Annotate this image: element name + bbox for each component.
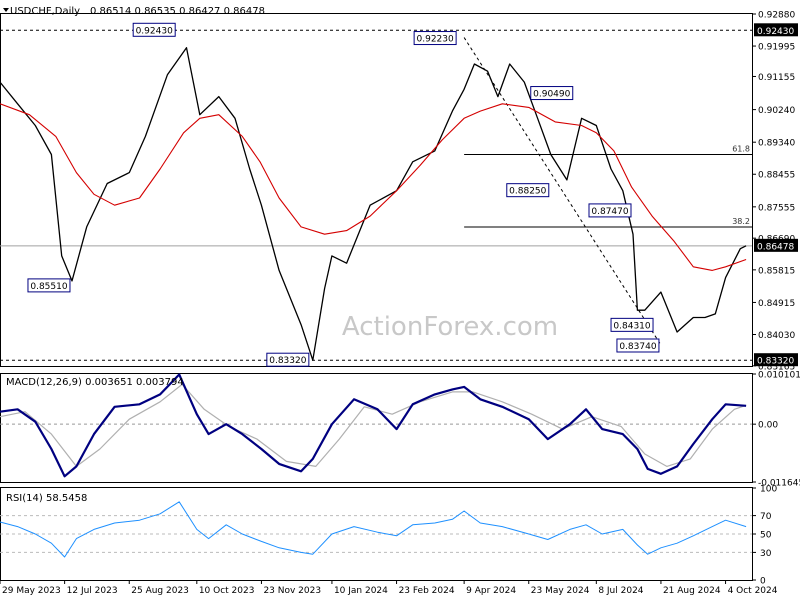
price-axis-tick-label: 0.83165	[758, 362, 795, 372]
trendline-dashed	[463, 37, 662, 346]
price-axis-tick-label: 0.89340	[758, 139, 795, 149]
price-annotation-box	[413, 31, 457, 46]
price-annotation-label: 0.83320	[269, 356, 306, 366]
x-axis-tick-label: 23 May 2024	[531, 586, 590, 596]
macd-axis-tick-label: 0.00	[758, 421, 778, 431]
price-annotation-box	[616, 338, 660, 353]
price-annotation-box	[132, 22, 176, 37]
price-axis-tick-label: 0.87555	[758, 203, 795, 213]
x-axis-tick-label: 12 Jul 2023	[67, 586, 118, 596]
price-annotation-box	[610, 317, 654, 332]
level-price-label: 0.83320	[757, 357, 794, 367]
price-annotation-label: 0.92230	[417, 35, 454, 45]
macd-axis-tick-label: 0.010101	[758, 371, 800, 381]
price-annotation-label: 0.90490	[533, 90, 570, 100]
price-annotation-label: 0.88250	[509, 187, 546, 197]
level-price-box	[754, 23, 798, 37]
price-series-line	[0, 47, 747, 361]
price-axis-tick-label: 0.90240	[758, 106, 795, 116]
price-annotation-label: 0.92430	[136, 26, 173, 36]
rsi-axis-tick-label: 100	[760, 485, 777, 495]
moving-average-line	[0, 103, 747, 271]
macd-axis-tick-label: -0.011645	[758, 479, 800, 489]
current-price-label: 0.86478	[757, 242, 794, 252]
macd-label: MACD(12,26,9) 0.003651 0.003794	[6, 377, 184, 388]
current-price-box	[754, 238, 798, 252]
rsi-axis-tick-label: 30	[760, 549, 772, 559]
rsi-label: RSI(14) 58.5458	[6, 493, 87, 504]
panel-frame	[0, 373, 753, 483]
fib-level-label: 38.2	[732, 217, 750, 226]
price-annotation-label: 0.83740	[619, 342, 656, 352]
fib-level-label: 61.8	[732, 145, 750, 154]
price-axis-tick-label: 0.92880	[758, 11, 795, 21]
price-annotation-label: 0.84310	[613, 321, 650, 331]
x-axis-tick-label: 23 Feb 2024	[399, 586, 455, 596]
price-axis-tick-label: 0.88455	[758, 171, 795, 181]
price-axis-tick-label: 0.91995	[758, 43, 795, 53]
level-price-label: 0.92430	[757, 27, 794, 37]
x-axis-tick-label: 9 Apr 2024	[466, 586, 516, 596]
price-annotation-box	[27, 278, 71, 293]
rsi-axis-tick-label: 50	[760, 531, 772, 541]
watermark-text: ActionForex.com	[342, 312, 558, 342]
price-annotation-box	[266, 352, 310, 367]
level-price-box	[754, 353, 798, 367]
x-axis-tick-label: 10 Oct 2023	[199, 586, 255, 596]
x-axis-tick-label: 8 Jul 2024	[598, 586, 643, 596]
x-axis-tick-label: 23 Nov 2023	[263, 586, 321, 596]
macd-main-line	[0, 373, 747, 478]
rsi-line	[0, 501, 747, 558]
rsi-axis-tick-label: 0	[760, 577, 766, 587]
rsi-axis-tick-label: 70	[760, 512, 772, 522]
price-annotation-label: 0.87470	[591, 207, 628, 217]
price-annotation-box	[506, 183, 550, 198]
price-axis-tick-label: 0.85815	[758, 266, 795, 276]
price-annotation-label: 0.85510	[30, 282, 67, 292]
collapse-triangle-icon	[3, 8, 9, 12]
ohlc-readout: 0.86514 0.86535 0.86427 0.86478	[90, 6, 265, 17]
symbol-label: USDCHF,Daily	[10, 6, 80, 17]
x-axis-tick-label: 21 Aug 2024	[663, 586, 721, 596]
price-annotation-box	[530, 86, 574, 101]
panel-frame	[0, 13, 753, 367]
price-axis-tick-label: 0.84915	[758, 299, 795, 309]
price-axis-tick-label: 0.84030	[758, 331, 795, 341]
x-axis-tick-label: 10 Jan 2024	[334, 586, 388, 596]
price-axis-tick-label: 0.91155	[758, 73, 795, 83]
x-axis-tick-label: 4 Oct 2024	[728, 586, 778, 596]
x-axis-tick-label: 25 Aug 2023	[131, 586, 189, 596]
x-axis-tick-label: 29 May 2023	[2, 586, 61, 596]
price-annotation-box	[588, 203, 632, 218]
